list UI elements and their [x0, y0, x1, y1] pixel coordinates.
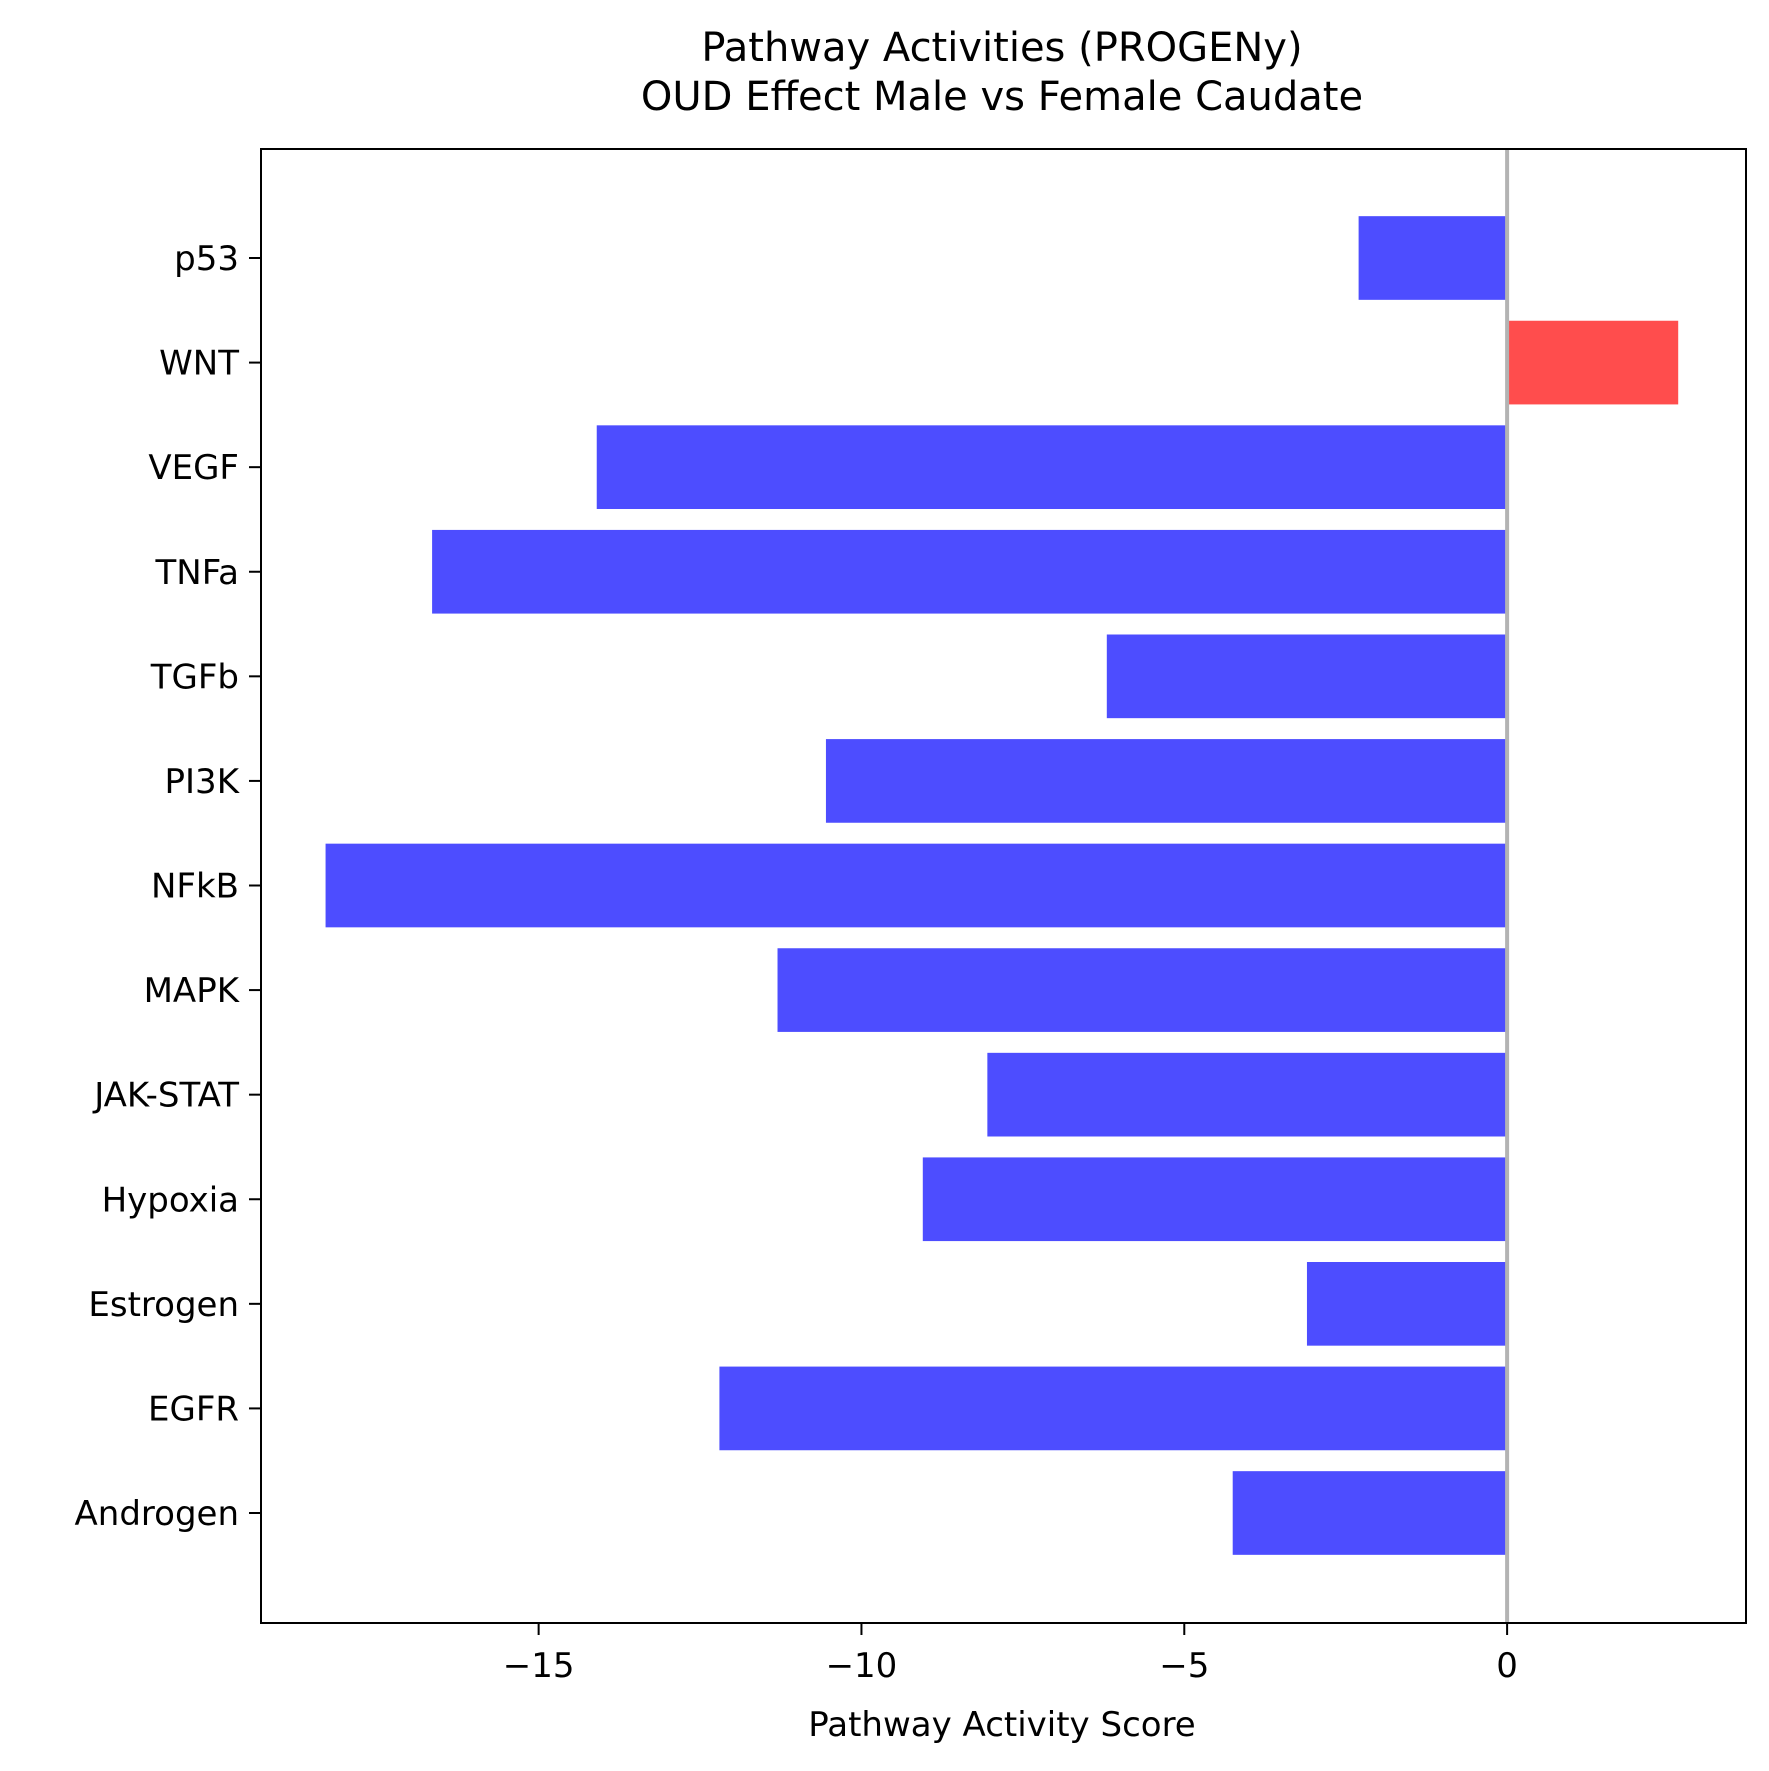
bar-hypoxia [922, 1157, 1508, 1242]
x-tick-label: 0 [1496, 1646, 1518, 1686]
y-tick-label: TGFb [150, 657, 239, 697]
y-tick-label: WNT [159, 344, 239, 384]
x-tick-label: −5 [1159, 1646, 1209, 1686]
y-tick-label: p53 [174, 239, 239, 279]
y-tick-label: MAPK [144, 971, 241, 1011]
bar-p53 [1358, 216, 1508, 300]
x-tick-label: −15 [503, 1646, 575, 1686]
bar-jak-stat [987, 1052, 1508, 1137]
bar-vegf [596, 425, 1508, 509]
x-tick-label: −10 [826, 1646, 898, 1686]
y-axis: Androgen EGFR Estrogen Hypoxia JAK-STAT MAPK N… [75, 239, 261, 1534]
x-axis-label: Pathway Activity Score [808, 1705, 1195, 1745]
bar-pi3k [825, 739, 1508, 823]
bar-egfr [719, 1366, 1508, 1451]
bar-nfkb [325, 843, 1508, 928]
bars-group [325, 216, 1679, 1555]
y-tick-label: NFkB [151, 867, 239, 907]
y-tick-label: Androgen [75, 1494, 239, 1534]
bar-mapk [777, 948, 1508, 1032]
plot-frame [260, 148, 1747, 1624]
y-tick-label: Estrogen [88, 1285, 239, 1325]
y-tick-label: PI3K [165, 762, 241, 802]
y-tick-label: Hypoxia [102, 1180, 239, 1220]
y-tick-label: JAK-STAT [92, 1076, 239, 1116]
bar-wnt [1507, 320, 1679, 405]
y-tick-label: TNFa [155, 553, 239, 593]
x-axis: −15 −10 −5 0 [503, 1623, 1518, 1686]
bar-estrogen [1306, 1262, 1508, 1346]
chart-subtitle: OUD Effect Male vs Female Caudate [641, 74, 1363, 120]
chart-title: Pathway Activities (PROGENy) [701, 25, 1302, 71]
y-tick-label: VEGF [148, 448, 239, 488]
bar-androgen [1232, 1471, 1508, 1555]
bar-tgfb [1106, 634, 1508, 719]
bar-tnfa [432, 529, 1508, 614]
y-tick-label: EGFR [148, 1389, 239, 1429]
